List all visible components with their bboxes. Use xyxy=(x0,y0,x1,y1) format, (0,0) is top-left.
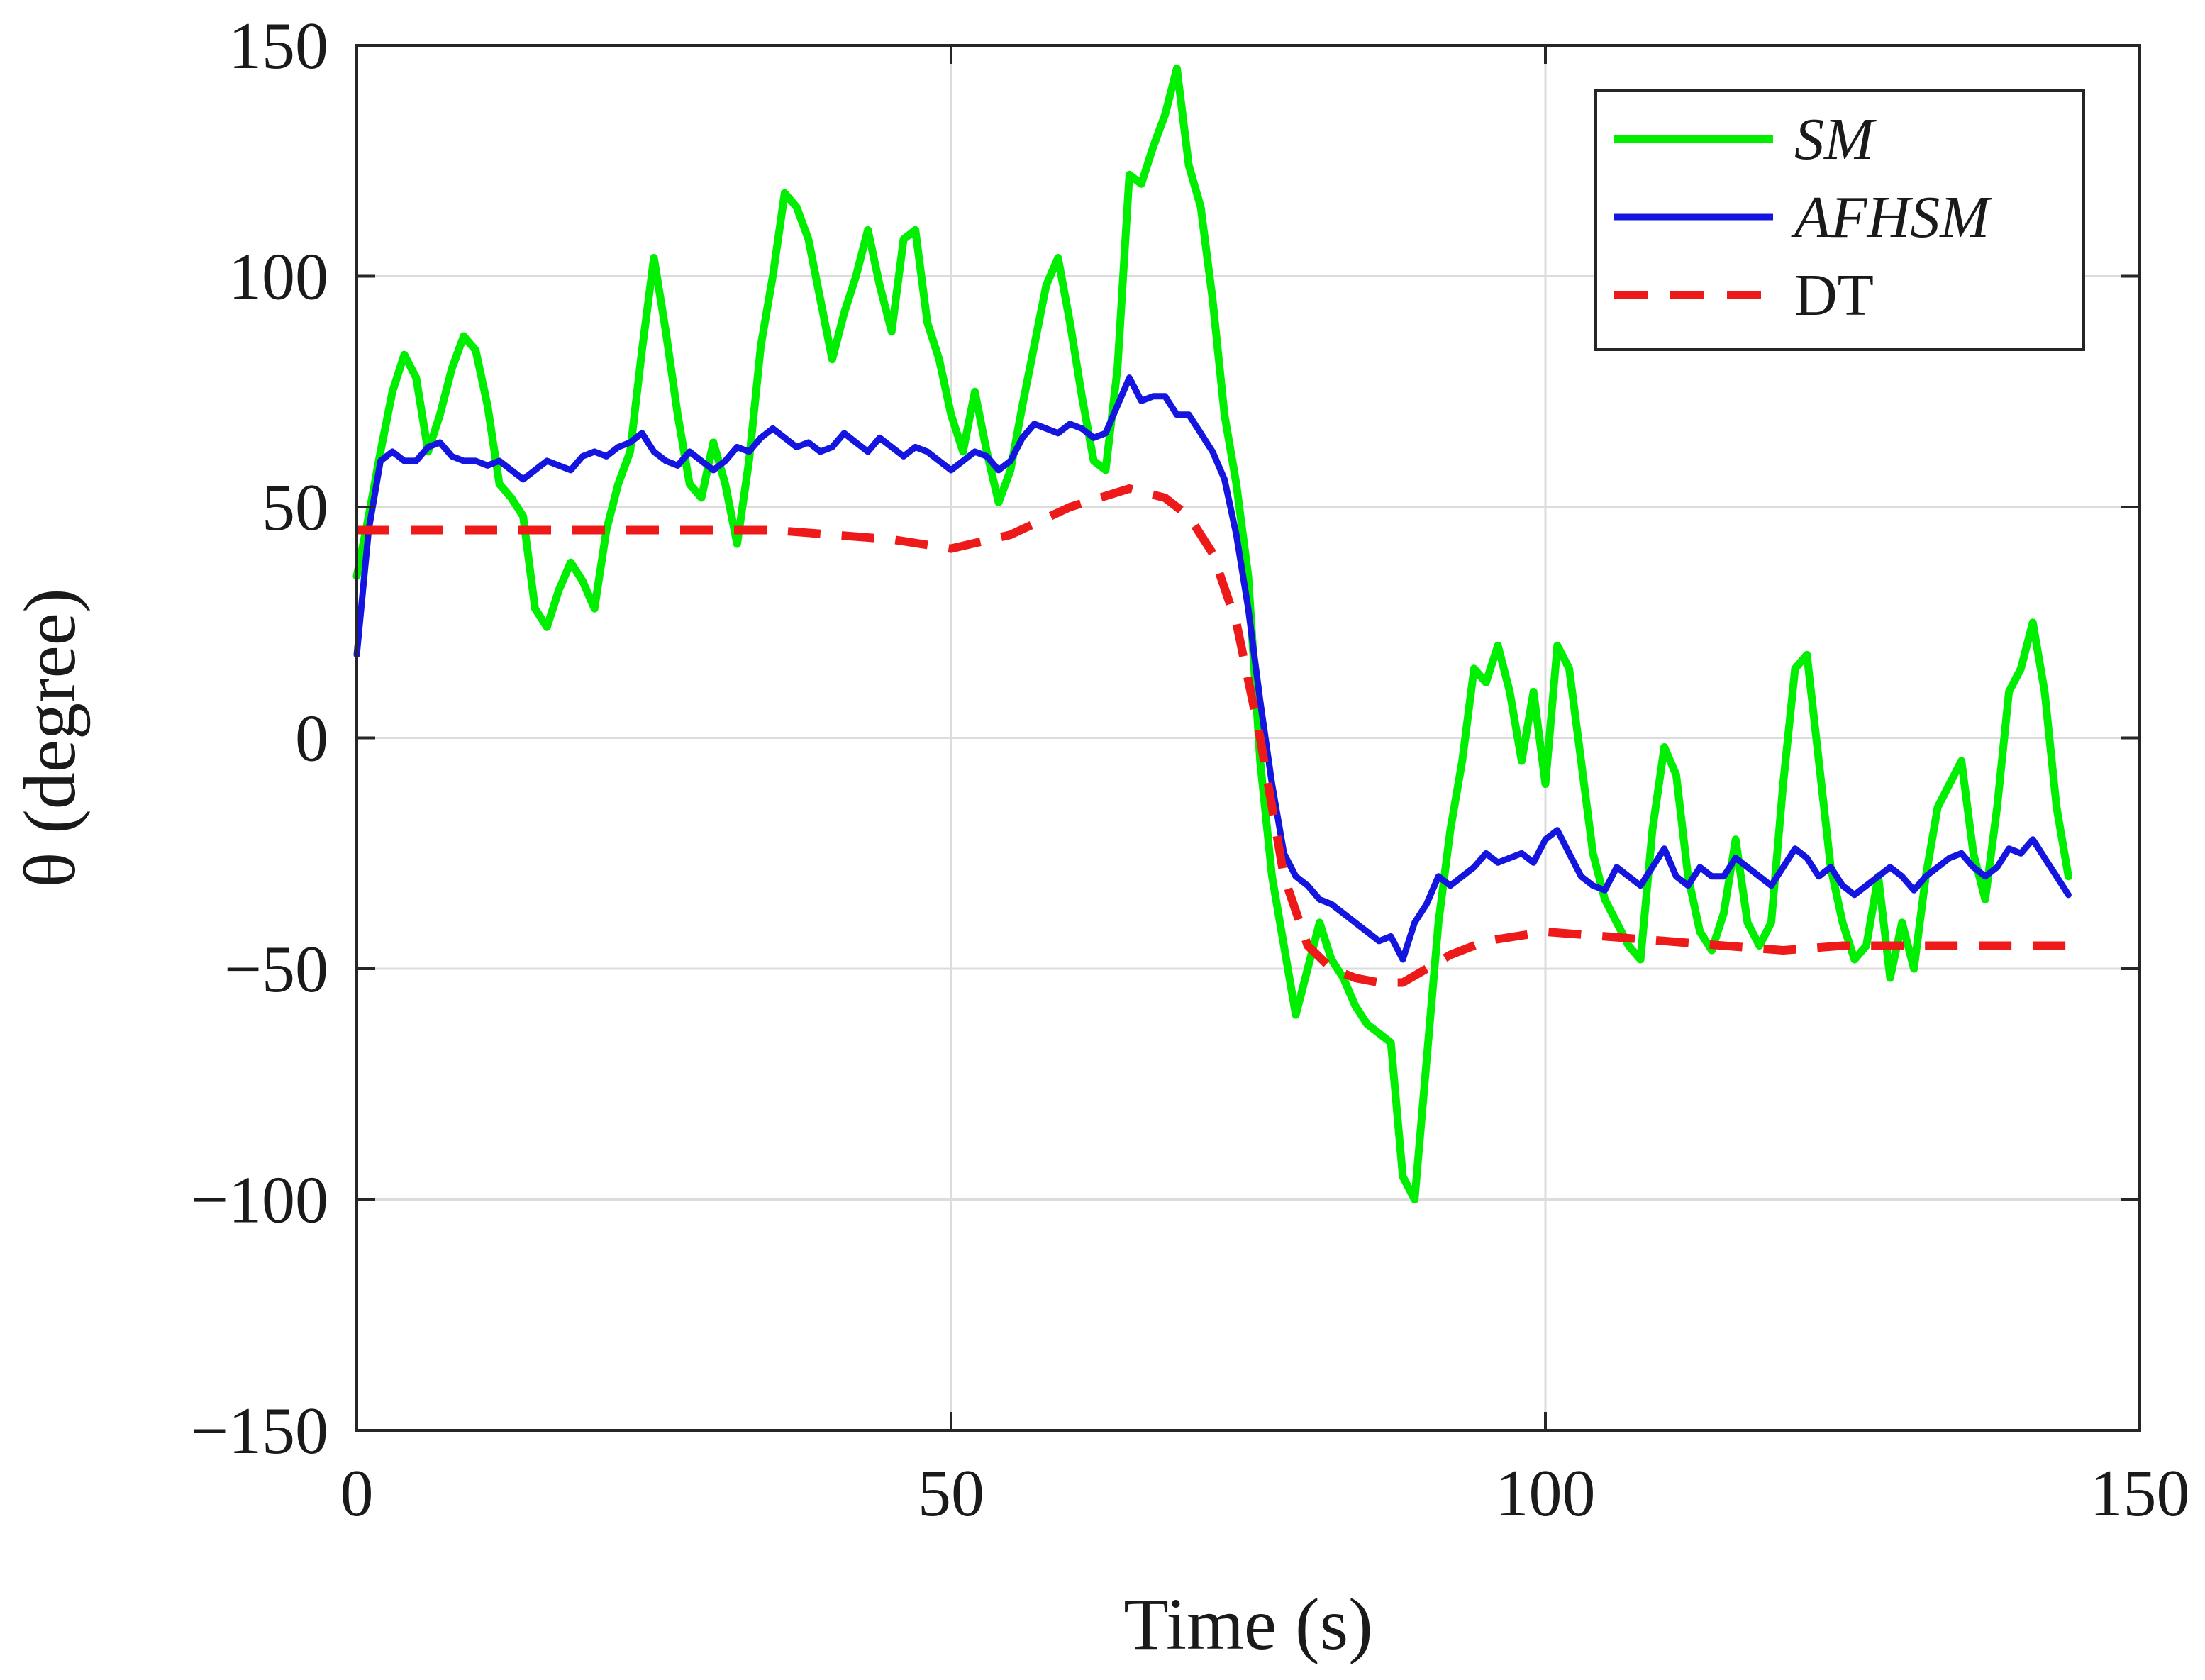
y-tick-label: −50 xyxy=(224,933,328,1006)
series-line-sm xyxy=(352,65,2072,1203)
x-tick-label: 50 xyxy=(918,1457,984,1530)
legend: SM AFHSM DT xyxy=(1594,89,2085,351)
y-tick-label: −150 xyxy=(191,1394,328,1468)
tick-labels: 0 50 100 150 −150 −100 −50 0 50 100 150 xyxy=(191,9,2190,1530)
y-axis-label: θ (degree) xyxy=(9,588,91,887)
x-axis-label: Time (s) xyxy=(1123,1584,1373,1665)
legend-label-afhsm: AFHSM xyxy=(1791,184,1992,250)
x-tick-label: 150 xyxy=(2090,1457,2190,1530)
y-tick-label: 150 xyxy=(228,9,328,83)
legend-label-dt: DT xyxy=(1794,262,1874,328)
tick-marks xyxy=(355,44,2141,1432)
series-line-dt xyxy=(357,484,2069,987)
y-tick-label: −100 xyxy=(191,1164,328,1237)
x-tick-label: 100 xyxy=(1496,1457,1596,1530)
y-tick-label: 100 xyxy=(228,240,328,314)
series-layer xyxy=(352,65,2072,1203)
series-line-afhsm xyxy=(353,374,2072,963)
y-tick-label: 50 xyxy=(262,471,328,545)
x-tick-label: 0 xyxy=(340,1457,374,1530)
y-tick-label: 0 xyxy=(295,702,328,776)
legend-label-sm: SM xyxy=(1794,106,1877,172)
